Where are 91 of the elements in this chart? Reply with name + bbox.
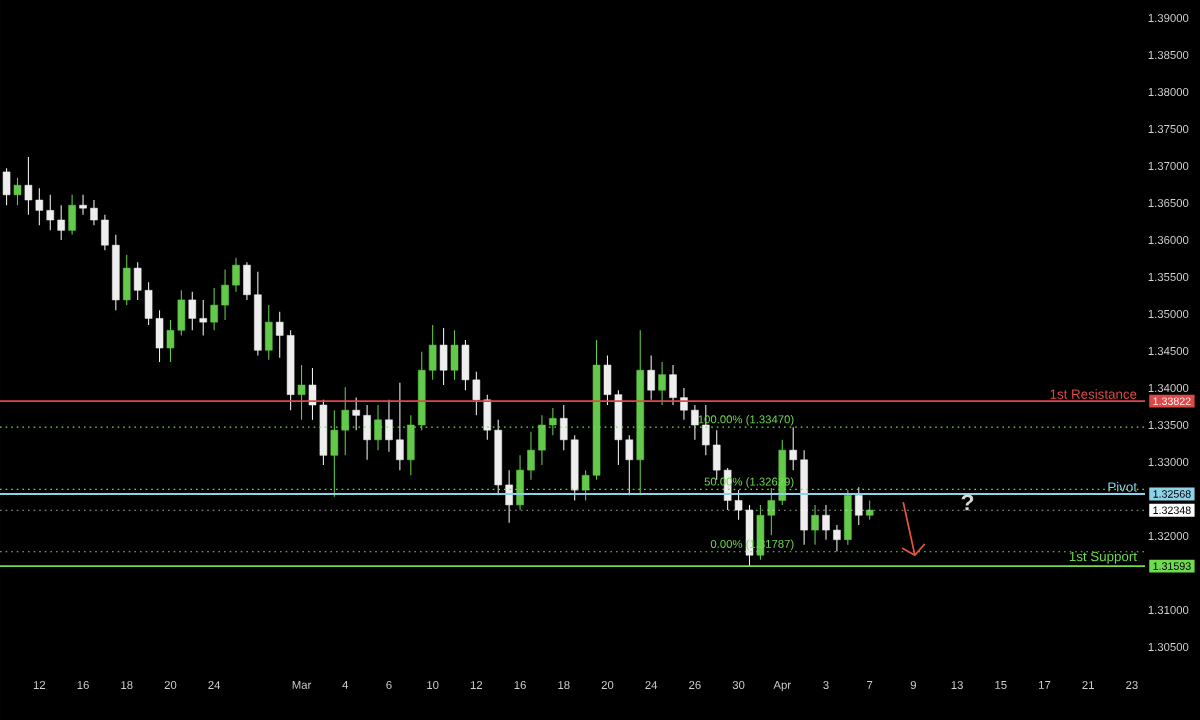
text: 1.32348 <box>1153 506 1191 515</box>
candlestick <box>341 386 350 456</box>
candlestick <box>625 434 634 496</box>
x-tick-label: 18 <box>558 681 570 690</box>
y-tick-label: 1.38500 <box>1148 50 1189 59</box>
x-tick-label: 26 <box>689 681 701 690</box>
candlestick <box>767 487 776 536</box>
y-tick-label: 1.36500 <box>1148 198 1189 207</box>
candlestick <box>297 364 306 421</box>
x-tick-label: 20 <box>164 681 177 690</box>
candlestick <box>199 299 207 336</box>
candlestick <box>385 399 393 453</box>
x-tick-label: 3 <box>823 681 829 690</box>
y-tick-label: 1.35500 <box>1148 272 1189 281</box>
candlestick <box>581 469 590 502</box>
candlestick <box>46 194 55 231</box>
candlestick <box>691 404 699 441</box>
candlestick <box>188 291 197 331</box>
x-tick-label: 6 <box>386 681 392 690</box>
candlestick <box>822 504 830 541</box>
ref-line-label: 1st Resistance <box>1050 389 1137 399</box>
candlestick <box>811 504 819 546</box>
candlestick <box>396 382 404 471</box>
x-tick-label: 16 <box>77 681 89 690</box>
x-tick-label: 12 <box>33 681 46 689</box>
candlestick <box>527 431 535 481</box>
ref-line-label: Pivot <box>1108 481 1137 492</box>
candlestick <box>133 261 142 301</box>
candlestick <box>2 167 11 206</box>
candlestick <box>833 524 841 553</box>
x-tick-label: 24 <box>645 681 658 689</box>
candlestick <box>658 361 666 406</box>
candlestick <box>352 397 360 431</box>
text: 1.33822 <box>1153 397 1191 405</box>
candlestick <box>90 199 98 226</box>
y-tick-label: 1.35000 <box>1148 309 1189 318</box>
y-tick-label: 1.32000 <box>1148 531 1189 540</box>
candlestick <box>472 371 481 416</box>
x-tick-label: 23 <box>1126 681 1138 690</box>
candlestick <box>505 469 513 524</box>
y-tick-label: 1.34000 <box>1148 383 1189 392</box>
y-tick-label: 1.34500 <box>1148 346 1189 355</box>
y-tick-label: 1.31000 <box>1148 605 1189 614</box>
x-tick-label: 4 <box>342 681 349 689</box>
x-tick-label: 18 <box>121 681 133 690</box>
x-tick-label: Apr <box>773 681 791 692</box>
y-tick-label: 1.38000 <box>1148 87 1189 96</box>
x-tick-label: 9 <box>910 681 916 690</box>
candlestick <box>13 177 22 206</box>
candlestick <box>232 257 240 293</box>
y-tick-label: 1.39000 <box>1148 13 1189 22</box>
candlestick <box>374 404 382 451</box>
ref-line-label: 1st Support <box>1069 551 1137 564</box>
text: 1.32568 <box>1153 490 1191 498</box>
candlestick <box>221 269 229 321</box>
candlestick <box>549 407 557 436</box>
annotation: ? <box>961 494 974 511</box>
candlestick <box>24 156 33 216</box>
x-tick-label: 13 <box>951 681 963 690</box>
x-tick-label: 15 <box>995 681 1007 689</box>
candlestick <box>560 404 568 451</box>
candlestick <box>865 499 874 521</box>
x-tick-label: Mar <box>292 681 312 689</box>
candlestick <box>734 489 743 521</box>
candlestick <box>166 319 175 363</box>
x-tick-label: 10 <box>427 681 439 690</box>
candlestick <box>669 364 677 406</box>
y-tick-label: 1.33500 <box>1148 420 1189 429</box>
candlestick <box>57 204 65 241</box>
candlestick <box>275 311 284 359</box>
candlestick <box>79 194 87 216</box>
candlestick <box>308 367 317 421</box>
x-tick-label: 7 <box>867 681 873 689</box>
candlestick <box>210 287 218 331</box>
candlestick <box>647 354 655 401</box>
y-tick-label: 1.33000 <box>1148 457 1189 466</box>
x-tick-label: 17 <box>1039 681 1051 689</box>
y-tick-label: 1.36000 <box>1148 235 1189 244</box>
candlestick <box>854 486 863 526</box>
candlestick <box>35 187 44 226</box>
x-tick-label: 12 <box>470 681 483 689</box>
x-tick-label: 20 <box>601 681 614 690</box>
y-tick-label: 1.37000 <box>1148 161 1189 170</box>
x-tick-label: 21 <box>1082 681 1094 689</box>
y-tick-label: 1.30500 <box>1148 642 1189 651</box>
x-tick-label: 24 <box>208 681 221 689</box>
y-tick-label: 1.37500 <box>1148 124 1189 133</box>
x-tick-label: 16 <box>514 681 526 690</box>
candlestick <box>789 426 797 471</box>
text: 1.31593 <box>1153 562 1191 570</box>
x-tick-label: 30 <box>732 681 745 690</box>
